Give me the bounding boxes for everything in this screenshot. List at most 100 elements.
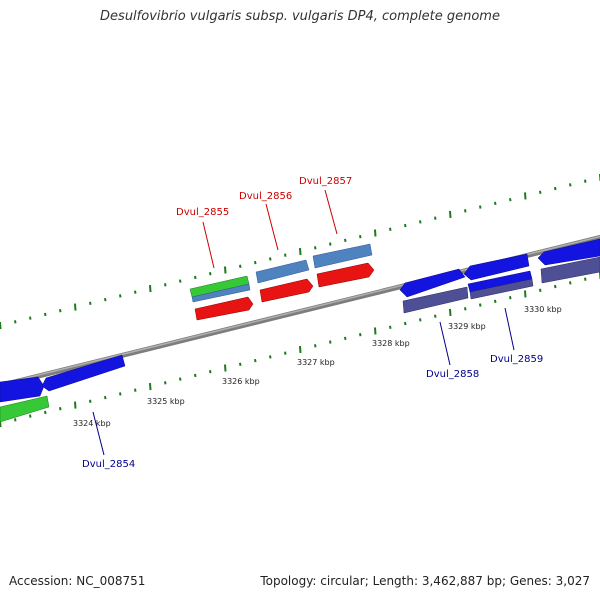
gene-label-dvul-2856[interactable]: Dvul_2856	[239, 191, 292, 202]
minor-tick	[269, 355, 272, 359]
minor-tick	[554, 186, 557, 191]
minor-tick	[164, 381, 167, 385]
genes-value: 3,027	[555, 574, 590, 588]
major-tick	[149, 382, 152, 391]
minor-tick	[104, 395, 107, 400]
gene-arrow-red-2[interactable]	[259, 278, 314, 303]
leader-dvul-2858	[439, 321, 451, 366]
minor-tick	[569, 281, 572, 285]
minor-tick	[89, 301, 92, 305]
gene-arrow-left-1[interactable]	[0, 376, 45, 403]
minor-tick	[494, 201, 497, 206]
gene-arrow-dvul-2856[interactable]	[255, 259, 310, 284]
minor-tick	[434, 314, 437, 318]
length-label: Length:	[372, 574, 419, 588]
major-ticks	[0, 173, 600, 428]
minor-tick	[179, 279, 182, 283]
leader-dvul-2854	[92, 411, 105, 456]
scale-label: 3329 kbp	[448, 322, 486, 331]
length-value: 3,462,887 bp	[421, 574, 502, 588]
minor-tick	[269, 257, 272, 261]
topology-value: circular	[320, 574, 365, 588]
major-tick	[74, 401, 77, 409]
minor-tick	[554, 284, 557, 289]
minor-tick	[419, 220, 422, 224]
minor-tick	[59, 309, 62, 313]
minor-tick	[179, 377, 182, 381]
gene-label-dvul-2857[interactable]: Dvul_2857	[299, 176, 352, 187]
gene-label-dvul-2854[interactable]: Dvul_2854	[82, 459, 135, 470]
minor-tick	[119, 392, 122, 396]
minor-tick	[134, 290, 137, 294]
gene-arrow-dvul-2859[interactable]	[463, 253, 534, 300]
gene-arrow-right-1[interactable]	[537, 238, 600, 284]
minor-tick	[29, 414, 32, 418]
gene-label-dvul-2858[interactable]: Dvul_2858	[426, 369, 479, 380]
minor-tick	[404, 223, 407, 228]
minor-tick	[314, 246, 317, 250]
gene-arrow-left-2[interactable]	[41, 354, 126, 392]
accession-label: Accession:	[9, 574, 73, 588]
scale-label: 3325 kbp	[147, 397, 185, 406]
minor-tick	[434, 216, 437, 220]
minor-tick	[584, 277, 587, 281]
minor-tick	[539, 190, 542, 194]
major-tick	[374, 327, 377, 335]
gene-arrow-dvul-2857[interactable]	[312, 243, 373, 269]
minor-tick	[344, 238, 347, 243]
accession-value: NC_008751	[76, 574, 146, 588]
minor-tick	[59, 407, 62, 411]
minor-tick	[209, 272, 212, 276]
minor-tick	[254, 358, 257, 363]
genome-stats: Topology: circular; Length: 3,462,887 bp…	[260, 574, 590, 588]
minor-tick	[254, 260, 257, 265]
minor-tick	[119, 294, 122, 298]
gene-arrow-red-1[interactable]	[194, 296, 254, 321]
minor-tick	[359, 333, 362, 337]
minor-tick	[569, 183, 572, 187]
gene-arrow-dvul-2854[interactable]	[0, 395, 50, 423]
minor-tick	[209, 370, 212, 374]
leader-dvul-2855	[202, 221, 215, 269]
minor-tick	[104, 297, 107, 302]
minor-tick	[89, 399, 92, 403]
major-tick	[374, 229, 377, 237]
minor-tick	[44, 410, 47, 415]
gene-arrow-dvul-2855[interactable]	[189, 275, 251, 303]
minor-tick	[329, 242, 332, 246]
gene-label-dvul-2855[interactable]: Dvul_2855	[176, 207, 229, 218]
major-tick	[449, 308, 452, 317]
gene-label-dvul-2859[interactable]: Dvul_2859	[490, 354, 543, 365]
scale-label: 3324 kbp	[73, 419, 111, 428]
minor-tick	[464, 209, 467, 213]
minor-tick	[479, 205, 482, 209]
minor-tick	[389, 325, 392, 329]
major-tick	[449, 210, 452, 219]
minor-tick	[284, 351, 287, 355]
gene-arrow-dvul-2858[interactable]	[399, 268, 469, 314]
minor-tick	[509, 296, 512, 300]
minor-tick	[509, 198, 512, 202]
scale-label: 3327 kbp	[297, 358, 335, 367]
minor-tick	[389, 227, 392, 231]
minor-tick	[584, 179, 587, 183]
scale-label: 3330 kbp	[524, 305, 562, 314]
minor-tick	[464, 307, 467, 311]
map-title: Desulfovibrio vulgaris subsp. vulgaris D…	[100, 9, 500, 24]
minor-tick	[404, 321, 407, 326]
minor-tick	[29, 316, 32, 320]
major-tick	[74, 303, 77, 311]
minor-tick	[494, 299, 497, 304]
minor-tick	[329, 340, 332, 344]
accession-info: Accession: NC_008751	[9, 574, 145, 588]
leader-dvul-2857	[324, 189, 338, 235]
minor-tick	[539, 288, 542, 292]
minor-tick	[164, 283, 167, 287]
minor-tick	[194, 275, 197, 280]
major-tick	[524, 192, 527, 200]
dotted-ticks	[14, 179, 587, 422]
minor-tick	[284, 253, 287, 257]
gene-arrow-red-3[interactable]	[316, 262, 375, 288]
minor-tick	[314, 344, 317, 348]
